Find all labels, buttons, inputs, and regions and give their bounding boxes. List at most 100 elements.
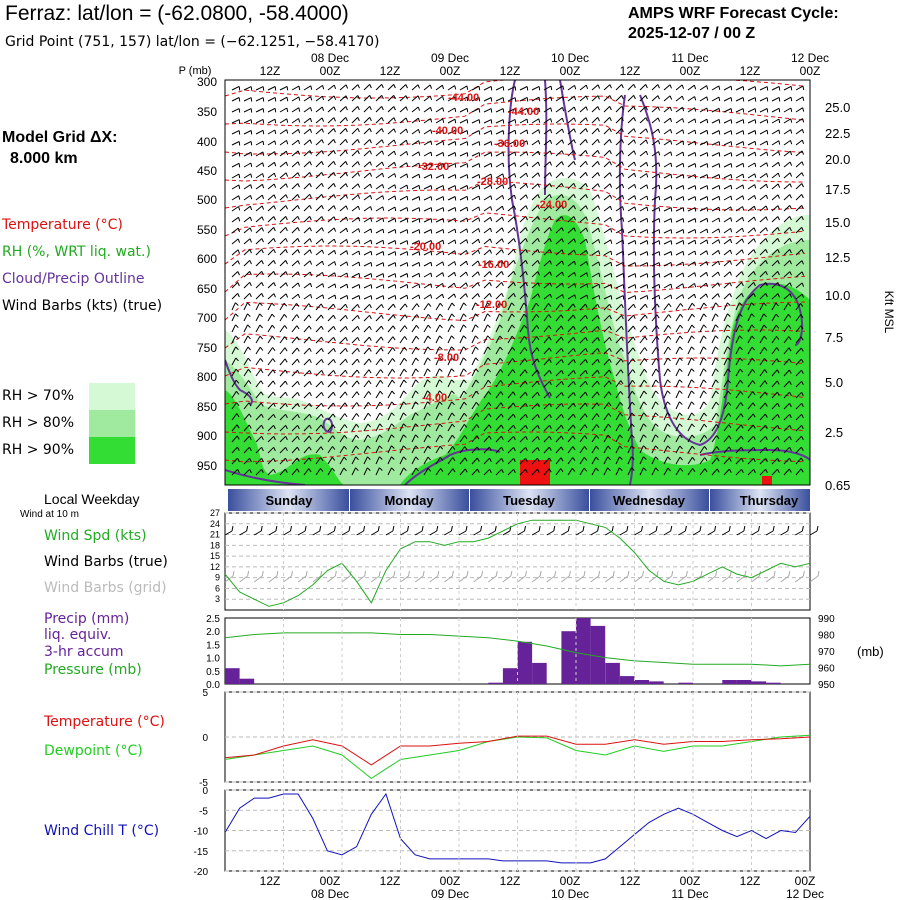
wind-barb [267, 380, 276, 388]
wind-barb [747, 227, 757, 234]
wind-barb [507, 324, 515, 333]
wind-barb-grid [297, 570, 308, 583]
wind-barb [459, 401, 467, 410]
wind-barb [447, 185, 457, 190]
wind-barb [315, 325, 324, 333]
wind-barb [387, 184, 397, 190]
wind-barb [507, 457, 516, 465]
wind-barb [375, 206, 385, 212]
wind-barb [615, 445, 623, 454]
legend-rh: RH (%, WRT liq. wat.) [2, 244, 151, 260]
wind-barb [327, 358, 336, 366]
wind-barb [627, 183, 637, 190]
wind-barb [471, 446, 480, 454]
wind-barb [339, 325, 348, 333]
wind-barb [303, 117, 313, 124]
wind-barb [399, 412, 407, 421]
wind-barb [795, 205, 804, 212]
wind-barb [423, 261, 433, 267]
wind-barb [699, 185, 709, 190]
wind-barb [795, 215, 804, 223]
wind-barb-true [327, 525, 336, 536]
wind-barb [567, 84, 577, 91]
wind-barb [459, 423, 468, 432]
wind-barb [327, 314, 336, 322]
wind-barb [327, 272, 337, 278]
wind-barb [483, 302, 491, 311]
wind-barb [483, 357, 491, 366]
wind-barb-true [780, 525, 790, 536]
wind-barb [447, 423, 456, 432]
weekday-cell [590, 489, 709, 511]
wind-barb [339, 238, 349, 245]
wind-barb [567, 150, 576, 157]
wind-barb [351, 314, 360, 322]
wind-barb [783, 468, 792, 476]
wind-barb [291, 107, 301, 113]
wind-barb [651, 218, 661, 223]
wind-barb [615, 139, 624, 146]
wind-barb [471, 108, 481, 113]
wind-barb [459, 271, 469, 278]
wind-barb [579, 347, 588, 355]
wind-barb [339, 128, 348, 135]
wind-barb-grid [721, 570, 732, 583]
wind-barb [363, 117, 372, 124]
wind-barb [771, 86, 781, 91]
wind-barb [327, 106, 336, 113]
wind-barb [303, 161, 312, 168]
wind-barb [495, 313, 503, 322]
wind-barb [663, 240, 673, 245]
wind-barb [555, 468, 564, 476]
wind-barb [495, 119, 505, 124]
wind-barb [759, 282, 768, 289]
wind-barb [255, 108, 265, 113]
wind-barb [231, 446, 240, 454]
wind-barb [579, 336, 588, 344]
bottom-tick-label: 12Z [260, 874, 281, 888]
wind-barb [615, 217, 625, 223]
wind-barb [615, 183, 625, 190]
wind-barb [699, 457, 708, 465]
wind-barb [351, 228, 361, 234]
wind-barb [783, 249, 792, 256]
wind-barb [435, 174, 445, 179]
wind-barb [747, 324, 755, 333]
wind-barb [603, 172, 612, 179]
wind-barb [699, 152, 709, 157]
wind-barb [783, 347, 792, 355]
wind-barb [711, 390, 719, 399]
wind-barb [375, 83, 384, 91]
wind-barb [459, 346, 467, 355]
wind-barb [687, 207, 697, 212]
wind-barb [339, 456, 347, 465]
isotherm-label: -20.00 [410, 241, 441, 253]
wind-barb [615, 391, 624, 399]
wind-barb [759, 335, 768, 344]
wind-tick-label: 27 [210, 508, 220, 518]
wind-barb [495, 86, 505, 91]
wind-barb [519, 140, 529, 146]
top-date-label: 09 Dec [431, 51, 469, 65]
wind-barb [711, 85, 721, 91]
wind-barb [399, 357, 408, 366]
wind-barb [243, 435, 252, 443]
wind-barb [675, 185, 685, 190]
wind-barb [687, 456, 696, 465]
wind-barb [351, 183, 361, 190]
height-tick-label: 15.0 [825, 215, 850, 230]
precip-tick-label: 0.5 [206, 667, 220, 678]
wind-barb [783, 129, 793, 135]
wind-barb [687, 468, 696, 476]
wind-barb [759, 457, 768, 465]
wind-barb [663, 117, 673, 124]
wind-barb [267, 402, 276, 410]
wind-barb [771, 172, 781, 179]
wind-barb [567, 117, 577, 124]
wind-barb [303, 282, 313, 289]
wind-barb [747, 140, 757, 146]
wind-barb [471, 368, 479, 377]
wind-barb-true [429, 525, 439, 536]
wind-barb-grid [429, 570, 440, 583]
wind-barb [315, 294, 325, 300]
